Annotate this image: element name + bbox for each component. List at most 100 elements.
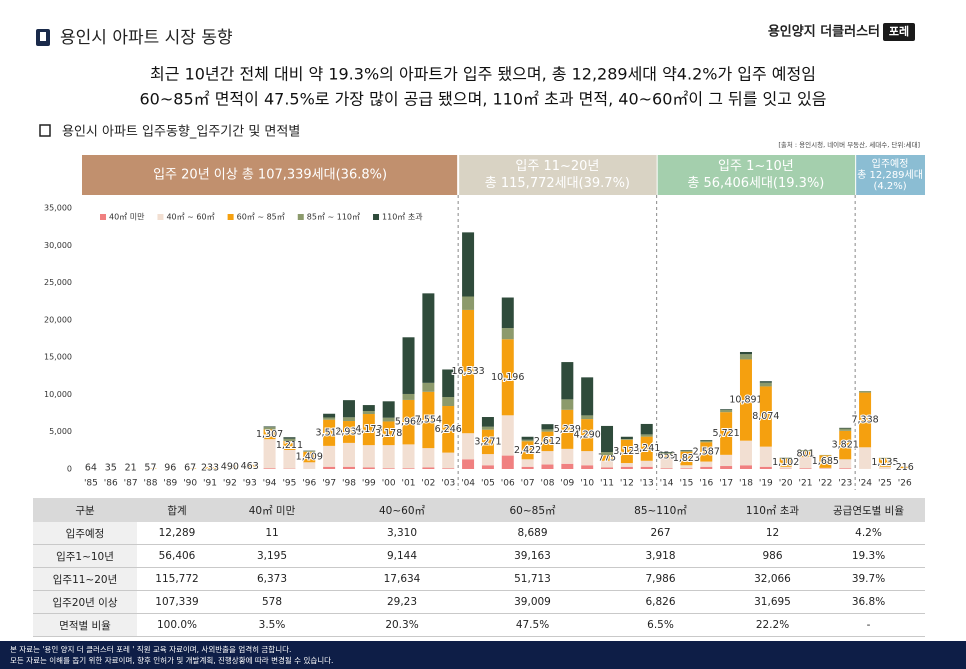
bar-segment [283,440,296,450]
table-cell: 4.2% [812,522,925,545]
bar-value-label: 2,933 [335,426,362,437]
bar-segment [700,442,713,462]
x-tick-label: '04 [461,479,475,489]
bar-segment [561,409,574,449]
bar-segment [720,466,733,469]
y-tick-label: 30,000 [44,241,72,250]
bar-segment [720,409,733,413]
table-cell: 입주1~10년 [33,544,137,568]
bar-value-label: 5,239 [554,424,581,435]
legend-swatch [157,214,164,220]
bar-segment [620,439,633,464]
bar-segment [739,440,752,466]
x-tick-label: '02 [421,479,435,489]
bar-segment [779,458,792,467]
table-cell: 8,689 [477,522,588,545]
period-band-label: 총 12,289세대 [857,169,923,181]
x-tick-label: '11 [600,479,614,489]
bar-segment [303,462,316,469]
period-band [459,155,657,195]
bar-segment [342,466,355,469]
period-band [856,155,925,195]
bar-segment [799,451,812,458]
x-tick-label: '90 [183,479,197,489]
y-tick-label: 25,000 [44,278,72,287]
bar-segment [362,414,375,446]
bar-segment [759,381,772,383]
bar-segment [323,417,336,420]
legend-swatch [373,214,380,220]
table-cell: 3,195 [217,544,327,568]
bar-segment [422,391,435,449]
brand-tag-box [883,23,915,41]
table-cell: 85~110㎡ [588,498,733,522]
table-cell: 입주11~20년 [33,567,137,591]
x-tick-label: '18 [739,479,753,489]
footer: 본 자료는 '용인 양지 더 클러스터 포레 ' 직원 교육 자료이며, 사외반… [0,641,966,669]
table-cell: 578 [217,590,327,614]
bar-segment [581,419,594,452]
bar-segment [660,452,673,453]
bar-value-label: 5,721 [713,428,740,439]
bar-value-label: 3,178 [375,428,402,439]
bar-segment [442,397,455,407]
x-tick-label: '96 [302,479,316,489]
table-cell: 22.2% [733,613,812,637]
bar-value-label: 6,246 [435,424,462,435]
x-tick-label: '14 [660,479,674,489]
bar-segment [442,452,455,469]
bar-segment [342,421,355,443]
x-tick-label: '88 [144,479,158,489]
bar-segment [263,468,276,469]
data-table: 구분 합계 40㎡ 미만 40~60㎡ 60~85㎡ 85~110㎡ 110㎡ 초과 공급연도… [33,498,925,637]
x-tick-label: '85 [84,479,98,489]
table-cell: 3,918 [588,544,733,568]
bar-value-label: 1,823 [673,453,700,464]
bar-segment [660,452,673,454]
section-icon [39,124,51,137]
table-cell: 12 [733,522,812,545]
table-cell: 110㎡ 초과 [733,498,812,522]
x-tick-label: '13 [640,479,654,489]
bar-segment [640,423,653,435]
legend-label: 40㎡ ~ 60㎡ [166,213,214,222]
bar-segment [501,455,514,469]
bar-segment [660,458,673,469]
table-cell: 9,144 [327,544,477,568]
bar-segment [799,457,812,469]
legend-swatch [100,214,106,220]
legend-swatch [227,214,234,220]
bar-segment [898,466,911,469]
table-cell: 986 [733,544,812,568]
bar-segment [601,467,614,469]
bar-segment [640,434,653,437]
x-tick-label: '20 [779,479,793,489]
bar-segment [223,465,236,469]
bar-segment [323,466,336,469]
bar-value-label: 4,173 [355,424,382,435]
bar-value-label: 35 [105,463,117,474]
table-cell: 6,826 [588,590,733,614]
bar-segment [700,466,713,469]
bar-segment [362,411,375,415]
table-cell: 51,713 [477,567,588,591]
x-tick-label: '89 [163,479,177,489]
bar-value-label: 16,533 [451,366,484,377]
bar-segment [839,430,852,460]
table-cell: 107,339 [137,590,217,614]
period-band-label: 총 115,772세대(39.7%) [485,176,630,191]
y-tick-label: 0 [67,465,72,474]
bar-value-label: 216 [896,462,914,473]
bar-segment [839,427,852,429]
bar-segment [263,429,276,440]
bar-segment [561,448,574,464]
bar-value-label: 463 [241,461,259,472]
bar-segment [581,377,594,416]
x-tick-label: '26 [898,479,912,489]
bar-segment [521,441,534,460]
bar-value-label: 3,821 [832,440,859,451]
table-cell: 40㎡ 미만 [217,498,327,522]
bar-segment [164,468,177,469]
bar-segment [442,369,455,398]
bar-segment [243,464,256,469]
